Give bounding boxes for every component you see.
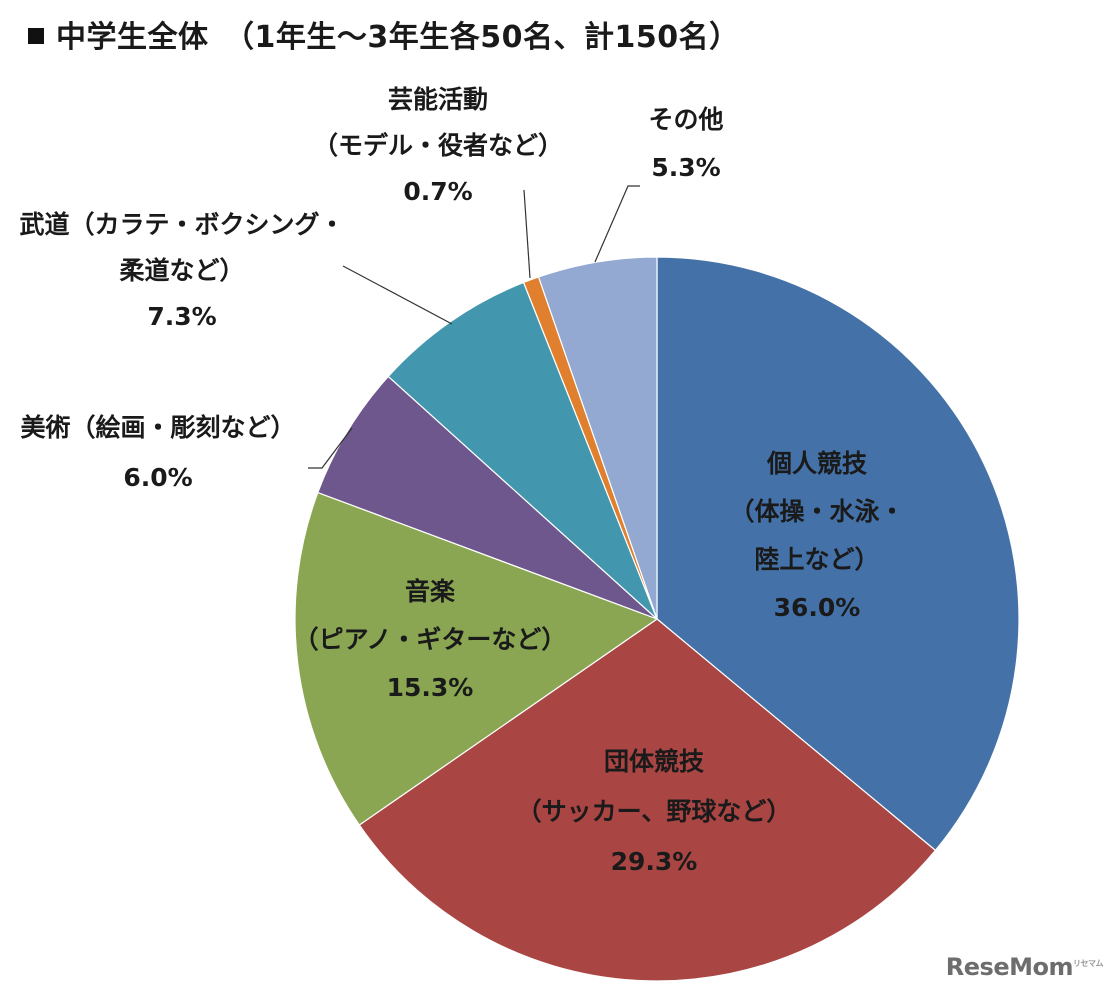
watermark-text: ReseMom	[945, 953, 1074, 981]
slice-name-label-3: 音楽	[405, 577, 456, 606]
slice-name-label-2: （サッカー、野球など）	[517, 797, 792, 826]
slice-name-label-2: 団体競技	[604, 747, 704, 776]
chart-title-text: 中学生全体 （1年生～3年生各50名、計150名）	[56, 20, 740, 55]
pie-slice-4	[317, 375, 658, 620]
slice-label-2: 団体競技 （サッカー、野球など） 29.3%	[517, 747, 792, 876]
slice-name-label-1: 個人競技	[766, 449, 867, 478]
leader-line-7	[594, 185, 640, 263]
slice-name-label-7: その他	[648, 105, 723, 134]
slice-label-6: 芸能活動 （モデル・役者など） 0.7%	[313, 85, 563, 206]
slice-value-label-1: 36.0%	[774, 593, 861, 622]
slice-value-label-5: 7.3%	[147, 302, 216, 331]
slice-label-7: その他 5.3%	[648, 105, 723, 182]
leader-line-5	[342, 265, 453, 325]
slice-value-label-4: 6.0%	[123, 463, 192, 492]
chart-title: 中学生全体 （1年生～3年生各50名、計150名）	[28, 12, 740, 56]
slice-value-label-3: 15.3%	[387, 673, 474, 702]
slice-label-3: 音楽 （ピアノ・ギターなど） 15.3%	[294, 577, 567, 702]
title-square-icon	[28, 28, 44, 44]
leader-line-6	[523, 189, 531, 279]
slice-label-4: 美術（絵画・彫刻など） 6.0%	[20, 413, 295, 492]
pie-slice-3	[294, 491, 659, 826]
slice-name-label-3: （ピアノ・ギターなど）	[294, 625, 567, 654]
watermark-sup: リセマム	[1073, 959, 1104, 968]
slice-name-label-1: 陸上など）	[754, 545, 879, 574]
slice-value-label-6: 0.7%	[403, 177, 472, 206]
slice-name-label-6: 芸能活動	[388, 85, 488, 114]
pie-slice-7	[537, 256, 658, 620]
slice-name-label-5: 柔道など）	[119, 256, 244, 285]
slice-label-1: 個人競技 （体操・水泳・陸上など） 36.0%	[729, 449, 904, 622]
slice-value-label-2: 29.3%	[611, 847, 698, 876]
pie-slice-1	[656, 256, 1020, 852]
slice-name-label-5: 武道（カラテ・ボクシング・	[19, 210, 344, 239]
pie-slice-2	[358, 618, 937, 982]
leader-line-4	[308, 427, 353, 469]
slice-name-label-6: （モデル・役者など）	[313, 131, 563, 160]
slice-name-label-4: 美術（絵画・彫刻など）	[20, 413, 295, 442]
slice-value-label-7: 5.3%	[651, 153, 720, 182]
watermark-logo: ReseMomリセマム	[945, 953, 1104, 981]
pie-slice-5	[387, 281, 658, 620]
slice-name-label-1: （体操・水泳・	[729, 497, 904, 526]
slice-label-5: 武道（カラテ・ボクシング・柔道など） 7.3%	[19, 210, 344, 331]
